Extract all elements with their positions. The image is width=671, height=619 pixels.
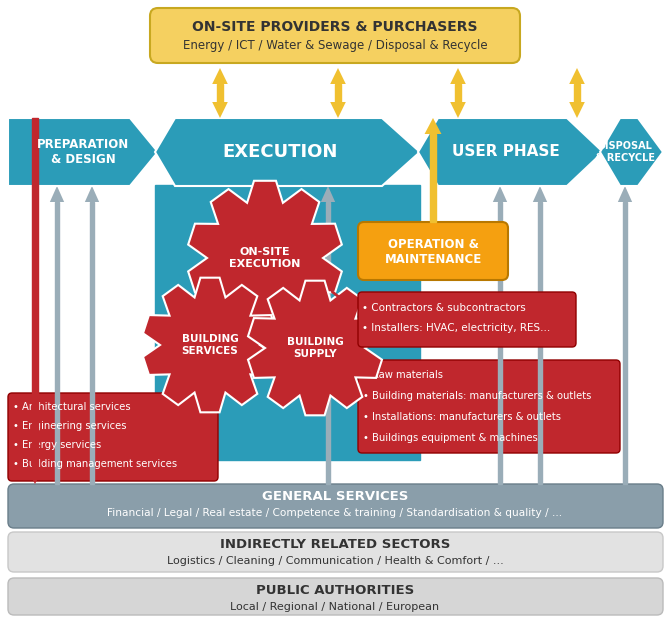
FancyBboxPatch shape [150,8,520,63]
FancyBboxPatch shape [358,222,508,280]
Text: BUILDING
SERVICES: BUILDING SERVICES [182,334,238,356]
Text: • Contractors & subcontractors: • Contractors & subcontractors [362,303,526,313]
Polygon shape [450,68,466,84]
Bar [574,84,580,102]
Polygon shape [533,186,547,202]
Polygon shape [143,278,277,412]
Text: PUBLIC AUTHORITIES: PUBLIC AUTHORITIES [256,584,414,597]
Text: GENERAL SERVICES: GENERAL SERVICES [262,490,408,503]
Text: INDIRECTLY RELATED SECTORS: INDIRECTLY RELATED SECTORS [220,539,450,552]
Polygon shape [248,280,382,415]
Bar [430,134,436,222]
Text: OPERATION &
MAINTENANCE: OPERATION & MAINTENANCE [384,238,482,266]
Text: • Raw materials: • Raw materials [363,370,443,380]
Polygon shape [569,102,585,118]
Bar [497,202,503,484]
Text: ON-SITE PROVIDERS & PURCHASERS: ON-SITE PROVIDERS & PURCHASERS [193,20,478,34]
FancyBboxPatch shape [8,578,663,615]
FancyBboxPatch shape [358,360,620,453]
Text: USER PHASE: USER PHASE [452,144,560,160]
Text: • Building management services: • Building management services [13,459,177,469]
Text: • Energy services: • Energy services [13,440,101,450]
Bar [89,202,95,484]
Text: DISPOSAL
& RECYCLE: DISPOSAL & RECYCLE [595,141,655,163]
Polygon shape [618,186,632,202]
Polygon shape [425,118,442,134]
Text: • Installers: HVAC, electricity, RES...: • Installers: HVAC, electricity, RES... [362,323,550,333]
Text: Financial / Legal / Real estate / Competence & training / Standardisation & qual: Financial / Legal / Real estate / Compet… [107,508,562,518]
FancyBboxPatch shape [8,393,218,481]
Text: Local / Regional / National / European: Local / Regional / National / European [230,602,440,612]
Text: • Building materials: manufacturers & outlets: • Building materials: manufacturers & ou… [363,391,591,401]
Polygon shape [493,186,507,202]
Text: EXECUTION: EXECUTION [222,143,338,161]
Polygon shape [50,186,64,202]
Polygon shape [569,68,585,84]
Polygon shape [27,468,44,484]
Polygon shape [188,181,342,335]
Bar [32,118,38,468]
FancyBboxPatch shape [358,292,576,347]
FancyBboxPatch shape [8,532,663,572]
Polygon shape [330,68,346,84]
Bar [456,84,461,102]
Bar [217,84,223,102]
Polygon shape [85,186,99,202]
Polygon shape [330,102,346,118]
Text: BUILDING
SUPPLY: BUILDING SUPPLY [287,337,344,359]
Polygon shape [8,118,158,186]
Polygon shape [321,186,335,202]
Text: • Architectural services: • Architectural services [13,402,131,412]
Text: ON-SITE
EXECUTION: ON-SITE EXECUTION [229,247,301,269]
Polygon shape [155,118,420,186]
Polygon shape [600,118,663,186]
Bar [325,202,331,484]
Bar [336,84,341,102]
Text: PREPARATION
& DESIGN: PREPARATION & DESIGN [37,138,129,166]
Text: Energy / ICT / Water & Sewage / Disposal & Recycle: Energy / ICT / Water & Sewage / Disposal… [183,40,487,53]
Polygon shape [212,102,227,118]
Bar [155,185,420,460]
Text: Logistics / Cleaning / Communication / Health & Comfort / ...: Logistics / Cleaning / Communication / H… [166,556,503,566]
Polygon shape [418,118,603,186]
Bar [537,202,542,484]
Text: • Engineering services: • Engineering services [13,421,127,431]
Text: • Buildings equipment & machines: • Buildings equipment & machines [363,433,537,443]
Text: • Installations: manufacturers & outlets: • Installations: manufacturers & outlets [363,412,561,422]
FancyBboxPatch shape [8,484,663,528]
Bar [54,202,60,484]
Polygon shape [450,102,466,118]
Polygon shape [212,68,227,84]
Bar [623,202,627,484]
